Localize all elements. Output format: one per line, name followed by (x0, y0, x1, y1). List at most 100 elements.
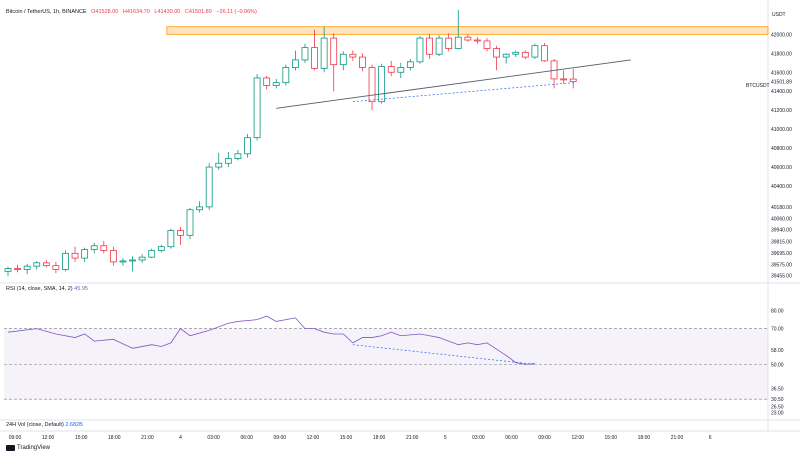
trendline (276, 59, 631, 109)
time-tick-label: 06:00 (505, 435, 518, 441)
candle-body (4, 268, 12, 272)
price-tick-label: 41200.00 (771, 108, 792, 114)
candle (272, 78, 280, 89)
candle (234, 150, 242, 161)
candle-body (52, 265, 60, 270)
candle (541, 42, 548, 62)
chart-header: Bitcoin / TetherUS, 1h, BINANCE O41528.0… (6, 9, 260, 15)
candle-body (339, 53, 347, 66)
candle (148, 248, 156, 259)
candle-body (119, 260, 127, 263)
candle (368, 64, 376, 111)
tradingview-logo[interactable]: TradingView (6, 445, 50, 451)
candle-body (33, 262, 41, 267)
time-tick-label: 4 (179, 435, 182, 441)
candle-body (378, 66, 386, 103)
time-tick-label: 15:00 (340, 435, 353, 441)
rsi-tick-label: 30.50 (771, 397, 784, 403)
symbol-title[interactable]: Bitcoin / TetherUS, 1h, BINANCE (6, 9, 87, 15)
candle (320, 26, 328, 73)
candle-body (167, 230, 175, 248)
candle-body (311, 47, 318, 69)
candle (359, 53, 366, 72)
time-tick-label: 21:00 (671, 435, 684, 441)
candle (502, 53, 510, 64)
candle-body (23, 265, 31, 270)
time-tick-label: 06:00 (240, 435, 253, 441)
currency-label[interactable]: USDT (772, 12, 786, 18)
candle (253, 74, 261, 141)
candle (129, 256, 136, 272)
candle-body (109, 250, 117, 263)
price-tick-label: 40800.00 (771, 146, 792, 152)
candle (291, 50, 299, 71)
time-tick-label: 09:00 (538, 435, 551, 441)
price-tick-label: 40600.00 (771, 165, 792, 171)
candle (14, 264, 21, 273)
candle (263, 76, 271, 90)
candle (483, 38, 491, 52)
candle-body (464, 36, 472, 41)
time-tick-label: 12:00 (307, 435, 320, 441)
price-tick-label: 39575.00 (771, 262, 792, 268)
candle (339, 51, 347, 71)
price-tick-label: 40180.00 (771, 205, 792, 211)
time-tick-label: 12:00 (42, 435, 55, 441)
candle-body (263, 77, 271, 86)
rsi-tick-label: 80.00 (771, 309, 784, 315)
volume-legend[interactable]: 24H Vol (close, Default) (6, 422, 64, 428)
symbol-price-label: BTCUSDT (746, 83, 770, 89)
resistance-zone (166, 26, 769, 35)
candle (311, 29, 318, 71)
candle-body (138, 256, 146, 261)
candle (71, 246, 79, 262)
candle (387, 60, 395, 77)
rsi-legend[interactable]: RSI (14, close, SMA, 14, 2) (6, 286, 73, 292)
candle (512, 50, 520, 58)
candle (109, 246, 117, 266)
candle-body (560, 78, 568, 81)
time-tick-label: 03:00 (472, 435, 485, 441)
candle (167, 228, 175, 249)
candle-body (42, 262, 50, 267)
rsi-tick-label: 70.00 (771, 327, 784, 333)
candle-body (100, 245, 108, 251)
time-tick-label: 18:00 (108, 435, 121, 441)
time-tick-label: 6 (709, 435, 712, 441)
candle-body (435, 37, 443, 55)
candle (531, 43, 539, 59)
candle (177, 226, 184, 245)
candle-body (397, 67, 405, 73)
time-tick-label: 12:00 (571, 435, 584, 441)
candle-body (81, 249, 89, 259)
price-tick-label: 40060.00 (771, 216, 792, 222)
candle-body (406, 61, 414, 68)
candle-body (502, 53, 510, 58)
candle-body (454, 36, 462, 49)
time-tick-label: 15:00 (75, 435, 88, 441)
candle-body (272, 82, 280, 86)
price-tick-label: 40400.00 (771, 184, 792, 190)
candle (52, 261, 60, 274)
volume-value: 2.682B (65, 422, 83, 428)
time-tick-label: 21:00 (406, 435, 419, 441)
candle (474, 37, 481, 44)
candle-body (148, 250, 156, 258)
rsi-line (7, 315, 535, 365)
candle-body (569, 78, 577, 82)
candle (33, 260, 41, 270)
candle-body (426, 37, 433, 55)
candle (42, 259, 50, 268)
candle (521, 50, 529, 59)
candle (560, 70, 568, 84)
volume-header: 24H Vol (close, Default) 2.682B (6, 422, 83, 428)
price-change: −26.11 (−0.06%) (216, 9, 257, 15)
trendline (352, 82, 574, 102)
candle (62, 250, 69, 272)
time-tick-label: 18:00 (638, 435, 651, 441)
candle-body (445, 37, 453, 49)
candle (378, 63, 386, 104)
ohlc-close: C41501.89 (184, 9, 212, 15)
candle-body (474, 39, 481, 42)
